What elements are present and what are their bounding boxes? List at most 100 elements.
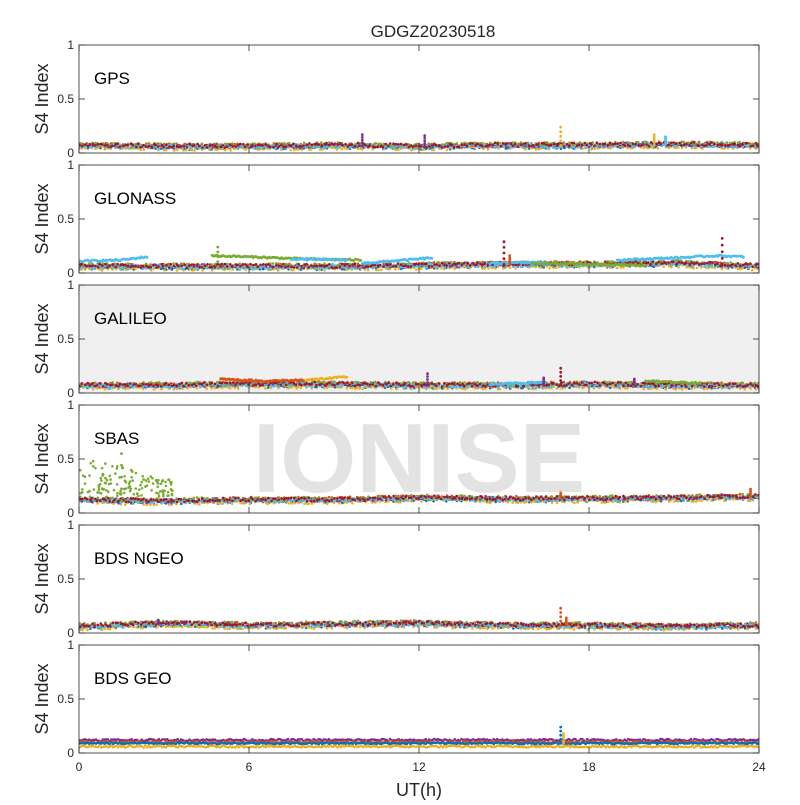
data-point (333, 143, 336, 146)
data-point (320, 145, 323, 148)
data-point (126, 144, 129, 147)
data-point (272, 262, 275, 265)
data-point (443, 261, 446, 264)
data-point (653, 133, 656, 136)
data-point (253, 264, 256, 267)
data-point (193, 149, 196, 152)
data-point (604, 145, 607, 148)
data-point (310, 148, 313, 151)
data-point (721, 144, 724, 147)
data-point (430, 257, 433, 260)
data-point (122, 145, 125, 148)
data-point (662, 144, 665, 147)
data-point (678, 263, 681, 266)
data-point (573, 142, 576, 145)
data-point (293, 149, 296, 152)
data-point (410, 265, 413, 268)
data-point (428, 145, 431, 148)
data-point (98, 263, 101, 266)
data-point (559, 135, 562, 138)
data-point (520, 141, 523, 144)
data-point (375, 142, 378, 145)
data-point (481, 145, 484, 148)
data-point (629, 145, 632, 148)
data-point (127, 262, 130, 265)
data-point (441, 262, 444, 265)
data-point (201, 147, 204, 150)
data-point (708, 265, 711, 268)
data-point (308, 142, 311, 145)
data-point (117, 266, 120, 269)
data-point (214, 387, 217, 390)
data-point (751, 269, 754, 272)
data-point (173, 149, 176, 152)
data-point (672, 263, 675, 266)
data-point (292, 269, 295, 272)
data-point (732, 263, 735, 266)
data-point (583, 142, 586, 145)
data-point (216, 260, 219, 263)
data-point (195, 387, 198, 390)
data-point (122, 267, 125, 270)
data-point (325, 264, 328, 267)
data-point (664, 135, 667, 138)
data-point (139, 146, 142, 149)
data-point (502, 142, 505, 145)
data-point (423, 145, 426, 148)
data-point (685, 143, 688, 146)
data-point (733, 143, 736, 146)
data-point (683, 141, 686, 144)
data-point (752, 145, 755, 148)
data-point (300, 143, 303, 146)
data-point (435, 266, 438, 269)
panel-label: GPS (94, 69, 130, 88)
data-point (287, 265, 290, 268)
y-tick-label: 0.5 (57, 92, 74, 106)
data-point (432, 149, 435, 152)
data-point (198, 266, 201, 269)
data-point (474, 147, 477, 150)
data-point (265, 147, 268, 150)
data-point (254, 145, 257, 148)
y-tick-label: 0.5 (57, 212, 74, 226)
data-point (440, 267, 443, 270)
data-point (323, 265, 326, 268)
data-point (400, 266, 403, 269)
data-point (382, 265, 385, 268)
data-point (643, 265, 646, 268)
data-point (226, 145, 229, 148)
data-point (357, 148, 360, 151)
data-point (553, 147, 556, 150)
data-point (751, 266, 754, 269)
data-point (659, 143, 662, 146)
data-point (585, 144, 588, 147)
data-point (675, 145, 678, 148)
data-point (675, 142, 678, 145)
data-point (285, 266, 288, 269)
data-point (143, 148, 146, 151)
data-point (162, 146, 165, 149)
data-point (420, 145, 423, 148)
data-point (284, 146, 287, 149)
data-point (403, 144, 406, 147)
data-point (267, 263, 270, 266)
data-point (145, 263, 148, 266)
data-point (634, 143, 637, 146)
data-point (320, 265, 323, 268)
data-point (137, 265, 140, 268)
data-point (193, 264, 196, 267)
data-point (106, 144, 109, 147)
data-point (92, 144, 95, 147)
data-point (603, 143, 606, 146)
data-point (254, 267, 257, 270)
data-point (665, 261, 668, 264)
data-point (224, 263, 227, 266)
data-point (307, 266, 310, 269)
data-point (216, 255, 219, 258)
data-point (578, 143, 581, 146)
data-point (438, 264, 441, 267)
data-point (97, 143, 100, 146)
data-point (693, 145, 696, 148)
data-point (116, 263, 119, 266)
data-point (503, 240, 506, 243)
